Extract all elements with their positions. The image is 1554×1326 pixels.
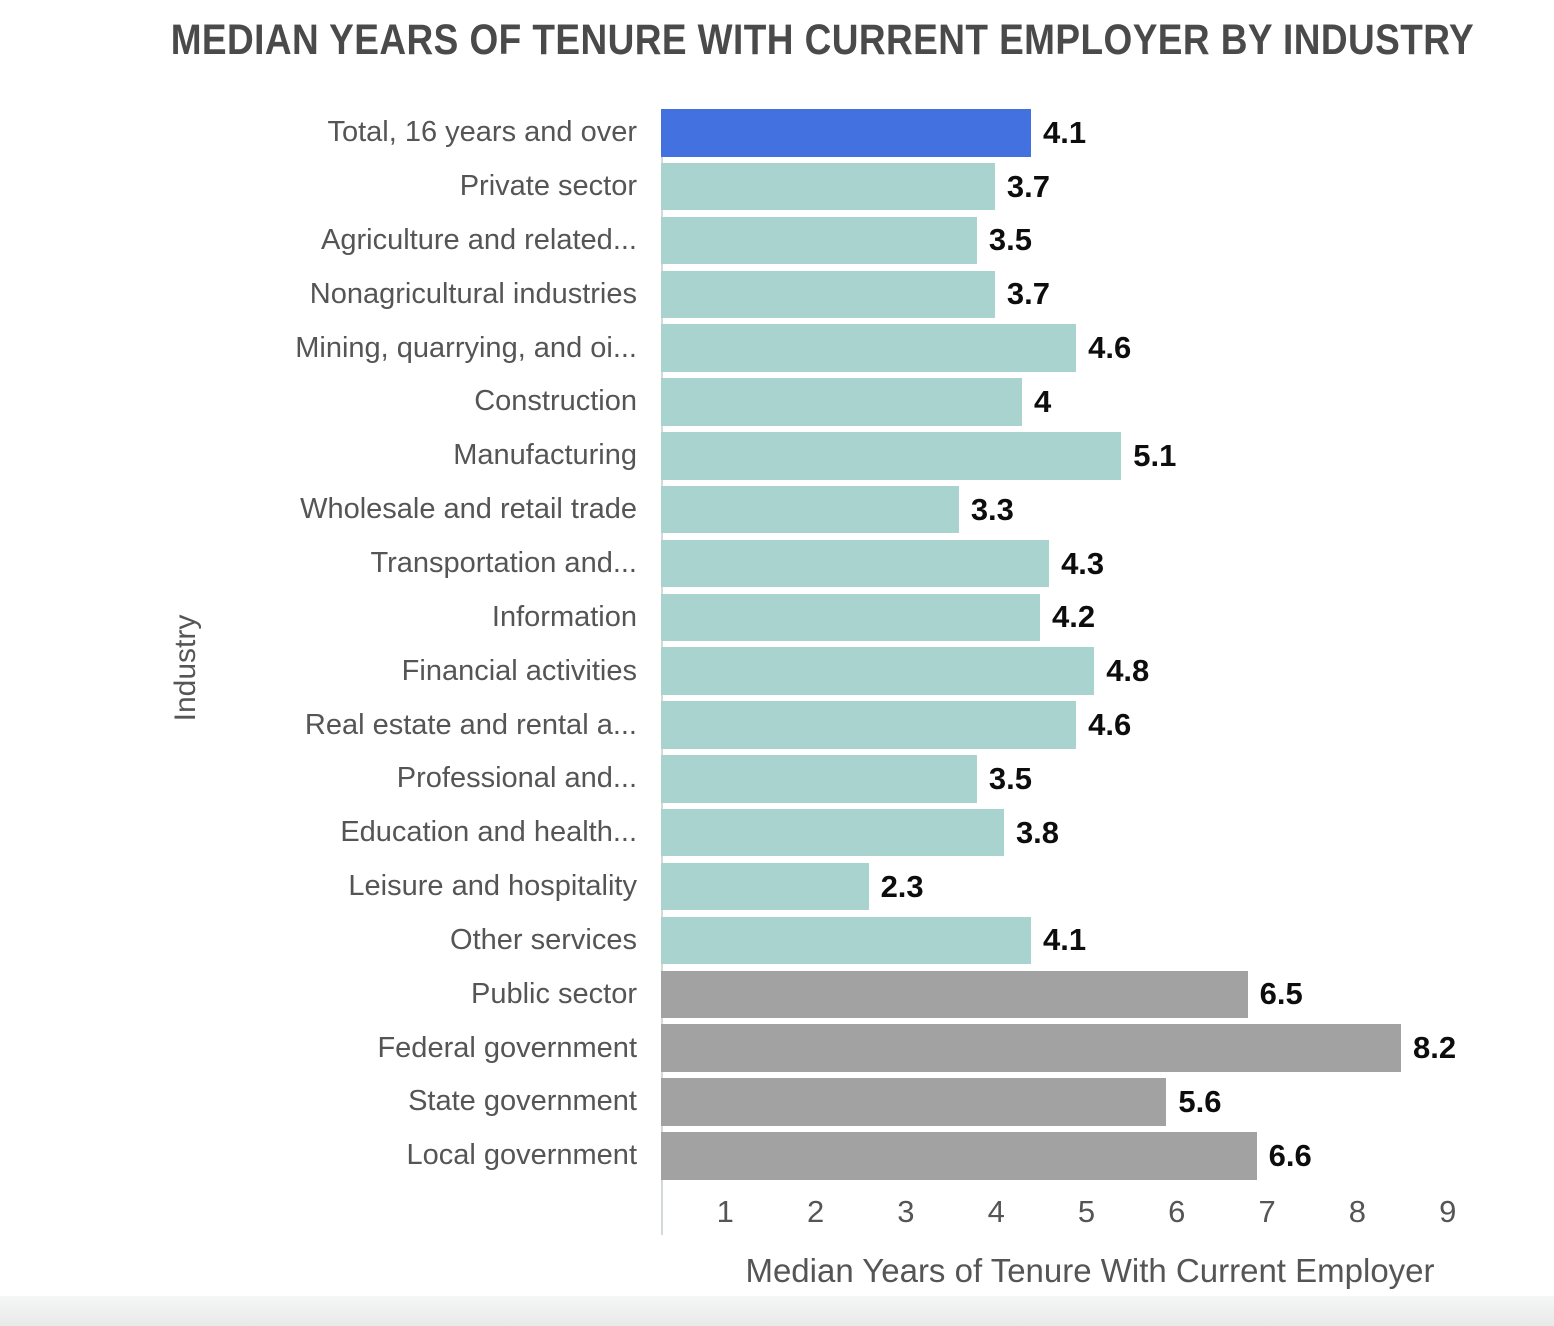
bar-row: Professional and... 3.5 [0, 755, 1554, 803]
value-label: 6.6 [1268, 1137, 1312, 1173]
category-label: Mining, quarrying, and oi... [295, 331, 637, 364]
category-label: Construction [474, 385, 637, 418]
bar-public[interactable] [661, 1024, 1402, 1072]
category-label: Wholesale and retail trade [300, 493, 637, 526]
value-label: 4.6 [1088, 707, 1132, 743]
value-label: 3.8 [1015, 814, 1060, 850]
value-label: 5.6 [1178, 1083, 1222, 1119]
bar-total[interactable] [661, 109, 1032, 157]
category-label: Financial activities [401, 654, 637, 687]
x-tick-label: 7 [1258, 1194, 1276, 1229]
category-label: Local government [406, 1139, 637, 1172]
bar-row: Education and health... 3.8 [0, 808, 1554, 857]
category-label: Total, 16 years and over [327, 116, 637, 149]
x-tick-label: 5 [1077, 1194, 1096, 1229]
bar-rows: Total, 16 years and over 4.1 Private secto… [0, 109, 1554, 1186]
x-tick-label: 8 [1348, 1194, 1367, 1229]
bar-row: Transportation and... 4.3 [0, 539, 1554, 588]
bar-row: Real estate and rental a... 4.6 [0, 701, 1554, 749]
value-label: 4.8 [1106, 653, 1150, 689]
bar-public[interactable] [661, 970, 1248, 1018]
x-tick-label: 6 [1168, 1194, 1186, 1229]
bar-row: Wholesale and retail trade 3.3 [0, 485, 1554, 534]
category-label: Manufacturing [453, 439, 637, 472]
bar-private[interactable] [661, 916, 1032, 965]
category-label: State government [408, 1085, 637, 1118]
value-label: 2.3 [880, 868, 924, 904]
bar-private[interactable] [661, 162, 995, 211]
bar-row: Financial activities 4.8 [0, 647, 1554, 695]
bar-private[interactable] [661, 216, 977, 265]
value-label: 3.7 [1006, 168, 1051, 204]
bar-row: Agriculture and related... 3.5 [0, 216, 1554, 265]
bar-row: Nonagricultural industries 3.7 [0, 270, 1554, 319]
category-label: Public sector [470, 977, 637, 1010]
value-label: 4.1 [1043, 114, 1087, 150]
bar-row: Other services 4.1 [0, 916, 1554, 965]
value-label: 5.1 [1133, 437, 1177, 473]
bar-row: Information 4.2 [0, 593, 1554, 642]
bar-row: Private sector 3.7 [0, 162, 1554, 211]
bar-row: Local government 6.6 [0, 1132, 1554, 1180]
category-label: Transportation and... [370, 547, 637, 579]
value-label: 4.1 [1043, 922, 1087, 958]
bar-row: Federal government 8.2 [0, 1024, 1554, 1072]
bar-private[interactable] [661, 862, 869, 911]
category-label: Agriculture and related... [321, 223, 637, 256]
bar-row: Public sector 6.5 [0, 970, 1554, 1018]
bar-public[interactable] [661, 1078, 1167, 1126]
category-label: Other services [450, 923, 637, 956]
value-label: 4.2 [1052, 599, 1096, 635]
category-label: Real estate and rental a... [304, 708, 637, 741]
bar-row: Mining, quarrying, and oi... 4.6 [0, 324, 1554, 372]
x-tick-label: 9 [1439, 1194, 1457, 1229]
value-label: 8.2 [1413, 1030, 1457, 1066]
x-axis-ticks: 1 2 3 4 5 6 7 8 9 [0, 1194, 1554, 1236]
category-label: Nonagricultural industries [309, 277, 637, 310]
value-label: 4.3 [1061, 545, 1105, 581]
value-label: 3.7 [1006, 276, 1051, 312]
x-tick-label: 2 [806, 1194, 825, 1229]
value-label: 4 [1034, 383, 1052, 419]
x-tick-label: 1 [716, 1194, 734, 1229]
bar-row: Manufacturing 5.1 [0, 432, 1554, 480]
category-label: Leisure and hospitality [348, 870, 637, 903]
value-label: 6.5 [1259, 976, 1303, 1012]
category-label: Education and health... [340, 816, 637, 849]
bar-private[interactable] [661, 808, 1004, 857]
bar-private[interactable] [661, 755, 977, 803]
x-axis-title: Median Years of Tenure With Current Empl… [745, 1252, 1435, 1289]
bar-row: Total, 16 years and over 4.1 [0, 109, 1554, 157]
value-label: 3.5 [988, 760, 1032, 796]
category-label: Information [491, 600, 637, 633]
bar-private[interactable] [661, 647, 1095, 695]
bar-row: State government 5.6 [0, 1078, 1554, 1126]
bar-private[interactable] [661, 701, 1077, 749]
bar-private[interactable] [661, 378, 1022, 426]
bar-private[interactable] [661, 270, 995, 319]
category-label: Federal government [377, 1031, 637, 1064]
bar-public[interactable] [661, 1132, 1257, 1180]
bar-private[interactable] [661, 432, 1122, 480]
x-tick-label: 4 [987, 1194, 1005, 1229]
x-tick-label: 3 [897, 1194, 915, 1229]
bar-private[interactable] [661, 539, 1050, 588]
bar-row: Construction 4 [0, 378, 1554, 426]
bar-private[interactable] [661, 485, 959, 534]
chart-title: MEDIAN YEARS OF TENURE WITH CURRENT EMPL… [170, 16, 1475, 64]
category-label: Professional and... [396, 762, 637, 795]
value-label: 3.3 [970, 491, 1014, 527]
category-label: Private sector [459, 170, 637, 203]
value-label: 4.6 [1088, 330, 1132, 366]
page-footer-strip [0, 1296, 1554, 1326]
bar-private[interactable] [661, 324, 1077, 372]
bar-private[interactable] [661, 593, 1041, 642]
bar-row: Leisure and hospitality 2.3 [0, 862, 1554, 911]
value-label: 3.5 [988, 222, 1032, 258]
